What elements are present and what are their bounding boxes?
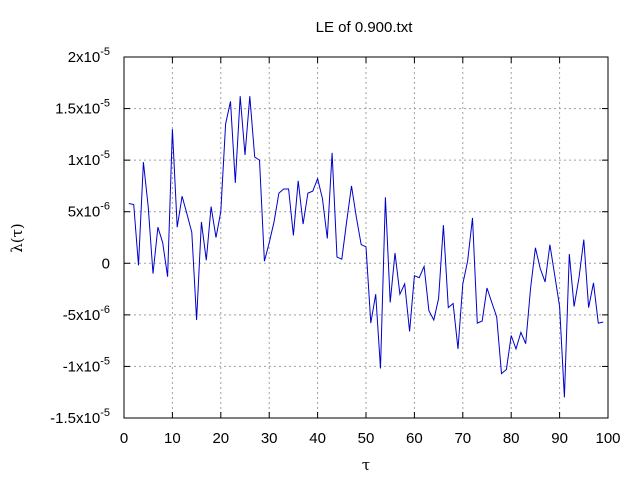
y-tick-exponent: -5 [100, 46, 110, 58]
y-tick-exponent: -5 [100, 98, 110, 110]
y-tick-mantissa: -5x10 [63, 307, 101, 324]
y-tick-mantissa: 0 [102, 255, 110, 272]
y-tick-label: 2x10-5 [68, 46, 110, 66]
x-tick-label: 30 [261, 430, 278, 447]
y-tick-label: -1.5x10-5 [50, 407, 110, 427]
x-tick-label: 0 [120, 430, 128, 447]
y-tick-mantissa: 5x10 [68, 204, 101, 221]
series-line [128, 96, 604, 398]
x-tick-label: 90 [551, 430, 568, 447]
x-tick-label: 60 [406, 430, 423, 447]
x-tick-label: 80 [503, 430, 520, 447]
y-tick-exponent: -6 [100, 201, 110, 213]
y-tick-label: -1x10-5 [63, 355, 110, 375]
axis-ticks [123, 56, 609, 419]
x-tick-label: 10 [164, 430, 181, 447]
y-tick-mantissa: 1x10 [68, 152, 101, 169]
x-tick-label: 40 [309, 430, 326, 447]
y-tick-exponent: -5 [100, 407, 110, 419]
grid-lines [124, 57, 608, 418]
x-tick-label: 50 [358, 430, 375, 447]
x-tick-labels: 0 10 20 30 40 50 60 70 80 90 100 [120, 430, 621, 447]
y-tick-exponent: -5 [100, 355, 110, 367]
y-axis-label: λ(τ) [8, 223, 26, 253]
y-tick-label: -5x10-6 [63, 304, 110, 324]
chart-title: LE of 0.900.txt [316, 19, 414, 36]
y-tick-mantissa: -1.5x10 [50, 410, 100, 427]
y-tick-labels: 2x10-51.5x10-51x10-55x10-60-5x10-6-1x10-… [50, 46, 110, 427]
y-tick-mantissa: -1x10 [63, 358, 101, 375]
y-tick-label: 1x10-5 [68, 149, 110, 169]
y-tick-mantissa: 2x10 [68, 49, 101, 66]
y-tick-mantissa: 1.5x10 [55, 101, 100, 118]
x-tick-label: 100 [595, 430, 620, 447]
x-axis-label: τ [362, 456, 370, 474]
y-tick-exponent: -6 [100, 304, 110, 316]
y-tick-label: 0 [102, 255, 110, 272]
x-tick-label: 20 [212, 430, 229, 447]
x-tick-label: 70 [454, 430, 471, 447]
y-tick-label: 1.5x10-5 [55, 98, 110, 118]
y-tick-exponent: -5 [100, 149, 110, 161]
y-tick-label: 5x10-6 [68, 201, 110, 221]
